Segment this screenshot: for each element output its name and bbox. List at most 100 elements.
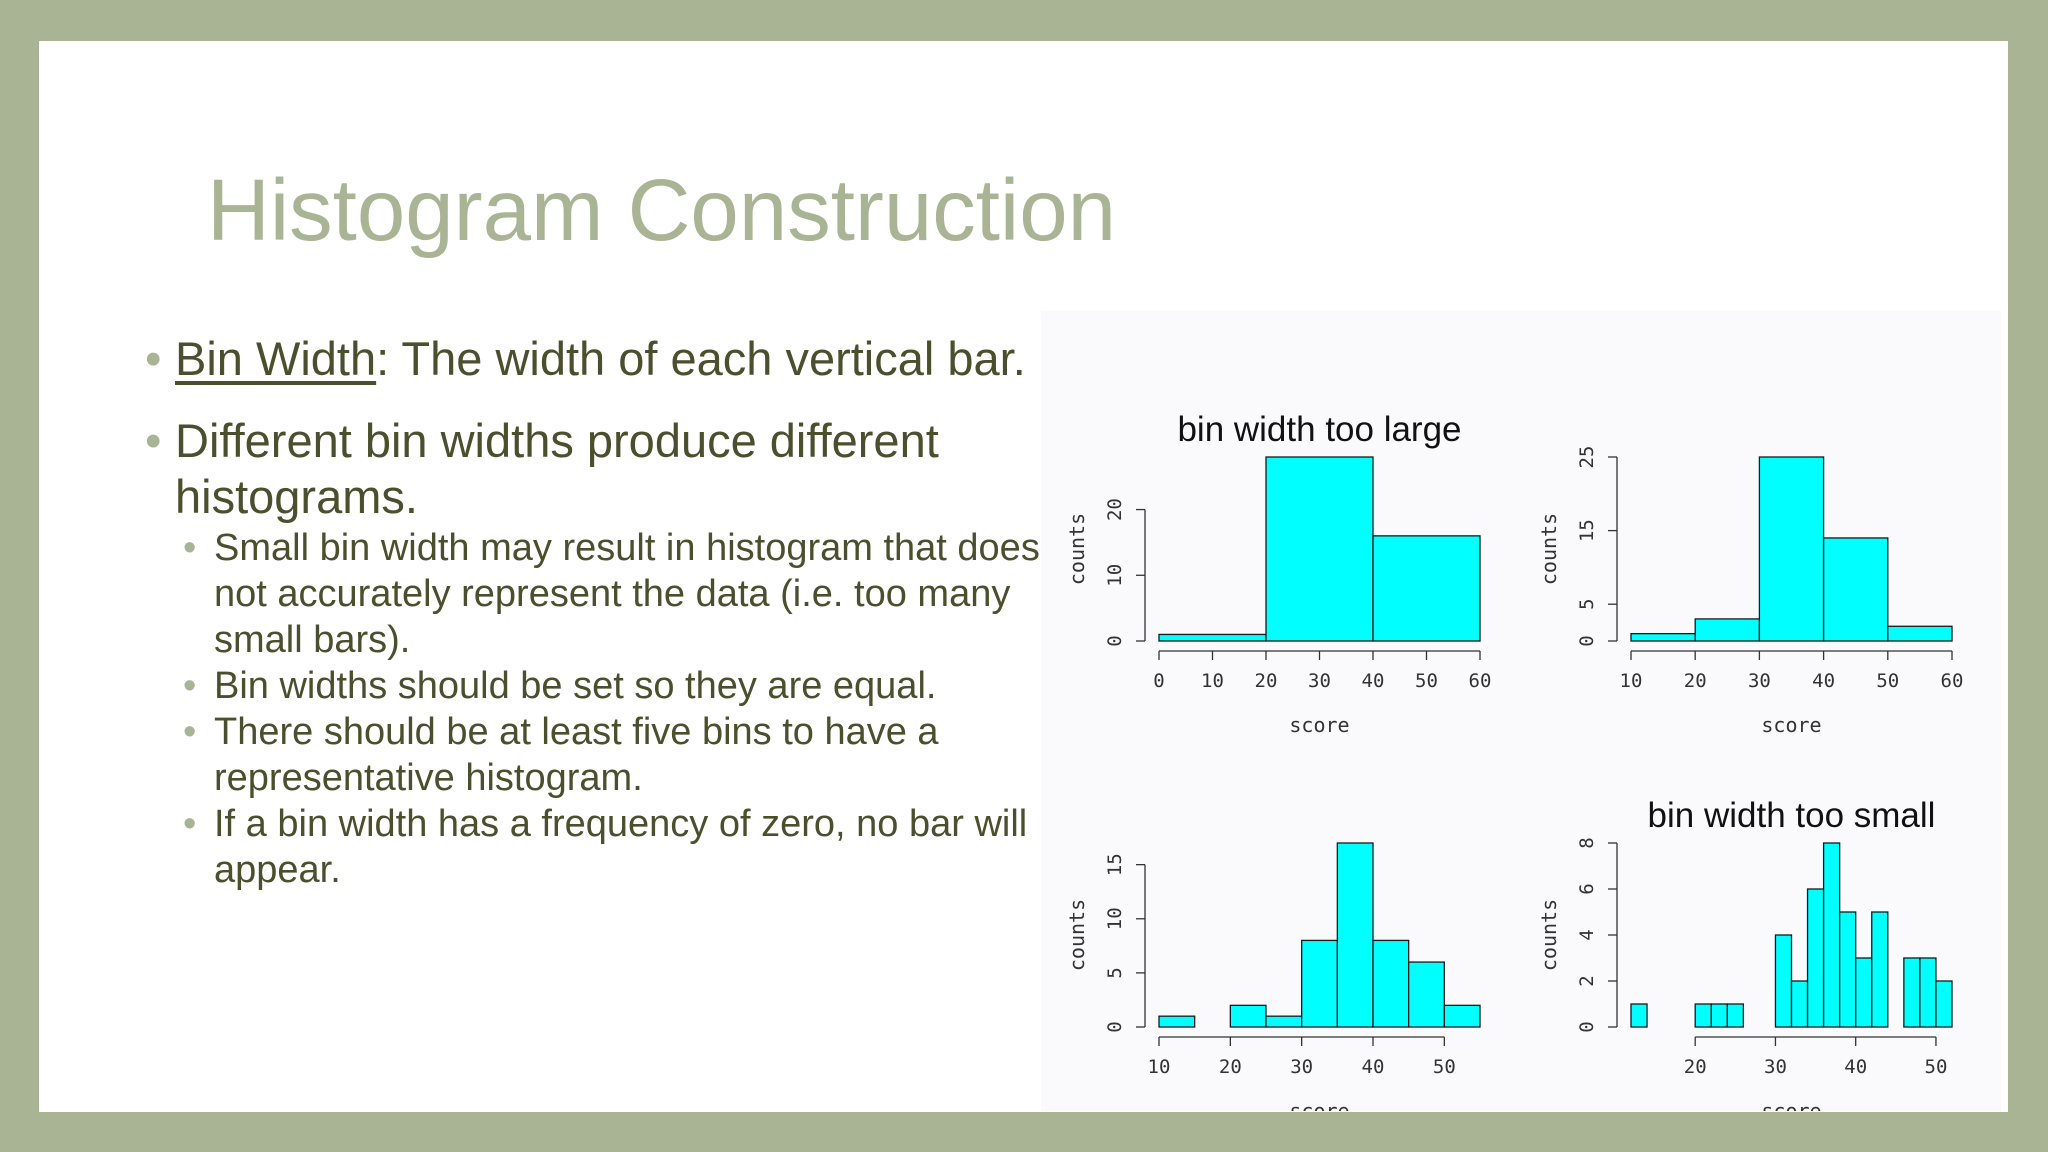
- x-axis-label: score: [1289, 1099, 1349, 1111]
- chart-title: bin width too small: [1648, 796, 1936, 835]
- y-tick-label: 15: [1576, 519, 1598, 542]
- chart-title: bin width too large: [1177, 410, 1461, 449]
- x-tick-label: 40: [1362, 1056, 1385, 1078]
- histogram-bar: [1806, 888, 1825, 1028]
- y-tick-label: 8: [1576, 837, 1598, 848]
- slide-title: Histogram Construction: [207, 162, 1116, 259]
- y-tick-label: 5: [1104, 967, 1126, 978]
- histogram-bar: [1919, 957, 1937, 1028]
- y-tick-label: 20: [1104, 498, 1126, 521]
- sub-bullet-text: There should be at least five bins to ha…: [214, 711, 939, 799]
- x-tick-label: 60: [1941, 670, 1964, 692]
- histogram-bar: [1229, 1004, 1267, 1028]
- histogram-bar: [1839, 911, 1857, 1028]
- histogram-bar: [1935, 980, 1953, 1028]
- histogram-bar: [1855, 957, 1873, 1028]
- histogram-bar: [1158, 633, 1267, 642]
- bullet-text: : The width of each vertical bar.: [376, 332, 1026, 385]
- y-tick-label: 15: [1104, 853, 1126, 876]
- y-tick-label: 4: [1576, 929, 1598, 940]
- sub-bullet: • There should be at least five bins to …: [107, 709, 1067, 801]
- x-tick-label: 30: [1290, 1056, 1313, 1078]
- histogram-bar: [1443, 1004, 1481, 1028]
- histogram-bar: [1372, 535, 1481, 642]
- x-tick-label: 30: [1308, 670, 1331, 692]
- bullet-dot-icon: •: [145, 332, 162, 385]
- x-tick-label: 10: [1148, 1056, 1171, 1078]
- histogram-bar: [1694, 1003, 1712, 1028]
- x-tick-label: 10: [1620, 670, 1643, 692]
- x-tick-label: 40: [1362, 670, 1385, 692]
- bullet-dot-icon: •: [183, 803, 197, 845]
- histogram-bar: [1790, 980, 1809, 1028]
- histogram-bar: [1822, 842, 1841, 1028]
- histogram-bar: [1336, 842, 1374, 1028]
- x-tick-label: 40: [1844, 1056, 1867, 1078]
- histogram-bar: [1822, 537, 1889, 642]
- x-axis-label: score: [1761, 713, 1821, 737]
- x-axis-label: score: [1761, 1099, 1821, 1111]
- x-tick-label: 20: [1219, 1056, 1242, 1078]
- histogram-panel: 0 10 20 30 40 50 60 0 10 20 score counts bin width t…: [1041, 311, 2001, 1111]
- bullet-dot-icon: •: [183, 711, 197, 753]
- histogram-bar: [1758, 456, 1825, 642]
- y-tick-label: 10: [1104, 564, 1126, 587]
- y-tick-label: 0: [1104, 635, 1126, 646]
- histogram-bar: [1903, 957, 1921, 1028]
- y-tick-label: 6: [1576, 883, 1598, 894]
- x-tick-label: 10: [1201, 670, 1224, 692]
- y-tick-label: 10: [1104, 907, 1126, 930]
- bullet-dot-icon: •: [183, 665, 197, 707]
- bullet-text: Different bin widths produce different h…: [175, 414, 939, 523]
- x-tick-label: 20: [1255, 670, 1278, 692]
- x-tick-label: 20: [1684, 670, 1707, 692]
- sub-bullet: • Bin widths should be set so they are e…: [107, 663, 1067, 709]
- y-tick-label: 25: [1576, 446, 1598, 469]
- histogram-bar: [1630, 632, 1696, 642]
- y-tick-label: 5: [1576, 598, 1598, 609]
- bullet-dot-icon: •: [183, 527, 197, 569]
- x-tick-label: 40: [1812, 670, 1835, 692]
- y-axis-label: counts: [1065, 513, 1089, 585]
- bullet-different-widths: • Different bin widths produce different…: [107, 413, 1067, 525]
- y-tick-label: 2: [1576, 975, 1598, 986]
- sub-bullet-text: Bin widths should be set so they are equ…: [214, 665, 937, 707]
- x-tick-label: 0: [1153, 670, 1164, 692]
- bullet-term: Bin Width: [175, 332, 377, 385]
- x-tick-label: 50: [1925, 1056, 1948, 1078]
- sub-bullet-text: If a bin width has a frequency of zero, …: [214, 803, 1028, 891]
- histogram-bar: [1265, 456, 1374, 642]
- histogram-bar: [1301, 939, 1338, 1028]
- sub-bullet: • If a bin width has a frequency of zero…: [107, 801, 1067, 893]
- x-tick-label: 50: [1415, 670, 1438, 692]
- histogram-bar: [1774, 934, 1793, 1028]
- x-axis-label: score: [1289, 713, 1349, 737]
- histogram-bar: [1372, 939, 1410, 1028]
- bullet-dot-icon: •: [145, 414, 162, 467]
- histogram-bar: [1694, 618, 1761, 642]
- y-axis-label: counts: [1537, 899, 1561, 971]
- x-tick-label: 30: [1748, 670, 1771, 692]
- y-axis-label: counts: [1537, 513, 1561, 585]
- sub-bullet: • Small bin width may result in histogra…: [107, 525, 1067, 663]
- histogram-bar: [1265, 1015, 1303, 1028]
- slide: Histogram Construction • Bin Width: The …: [39, 41, 2008, 1112]
- histogram-bar: [1710, 1003, 1728, 1028]
- histogram-bar: [1887, 625, 1953, 642]
- histogram-bar: [1408, 961, 1445, 1028]
- bullet-list: • Bin Width: The width of each vertical …: [107, 331, 1067, 893]
- x-tick-label: 60: [1469, 670, 1492, 692]
- x-tick-label: 20: [1684, 1056, 1707, 1078]
- x-tick-label: 50: [1433, 1056, 1456, 1078]
- histogram-bar: [1630, 1003, 1648, 1028]
- y-tick-label: 0: [1576, 635, 1598, 646]
- y-tick-label: 0: [1576, 1021, 1598, 1032]
- histogram-bar: [1871, 911, 1889, 1028]
- histogram-bar: [1158, 1015, 1196, 1028]
- bullet-bin-width: • Bin Width: The width of each vertical …: [107, 331, 1067, 387]
- sub-bullet-text: Small bin width may result in histogram …: [214, 527, 1040, 661]
- y-axis-label: counts: [1065, 899, 1089, 971]
- x-tick-label: 30: [1764, 1056, 1787, 1078]
- x-tick-label: 50: [1876, 670, 1899, 692]
